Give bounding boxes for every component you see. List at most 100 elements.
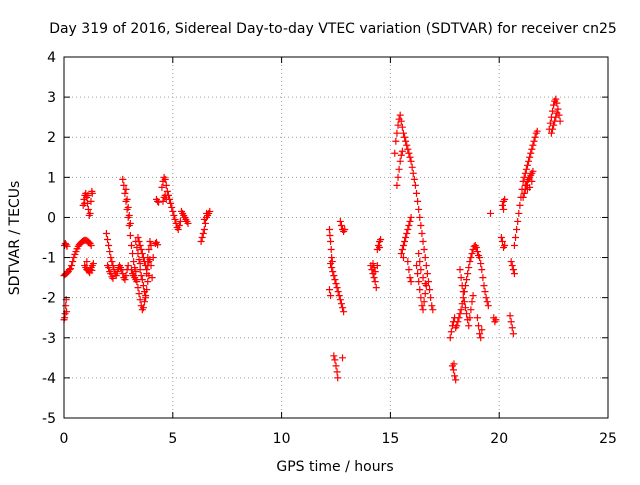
data-point [466,314,474,322]
data-point [457,274,465,282]
data-point [392,137,400,145]
data-point [417,294,425,302]
data-point [125,211,133,219]
data-point [325,225,333,233]
data-point [513,225,521,233]
x-tick-label: 15 [381,431,399,447]
data-point [105,242,113,250]
data-point [136,266,144,274]
data-point [492,316,500,324]
data-point [391,149,399,157]
data-point [137,272,145,280]
data-point [141,298,149,306]
data-point [529,141,537,149]
data-point [404,145,412,153]
data-point [486,209,494,217]
data-point [105,264,113,272]
data-point [422,262,430,270]
data-point [476,330,484,338]
y-tick-label: 4 [47,50,56,66]
data-point [418,302,426,310]
y-tick-label: 0 [47,210,56,226]
data-point [483,298,491,306]
data-point [169,207,177,215]
data-point [510,242,518,250]
data-point [170,211,178,219]
data-point [398,147,406,155]
data-point [197,238,205,246]
data-point [428,302,436,310]
data-point [450,366,458,374]
data-point [399,129,407,137]
data-point [108,258,116,266]
data-point [547,129,555,137]
y-tick-label: -4 [42,371,56,387]
data-point [465,322,473,330]
data-point [88,189,96,197]
data-point [481,288,489,296]
data-point [475,322,483,330]
data-point [529,167,537,175]
data-point [468,250,476,258]
data-point [161,191,169,199]
plot-frame [63,56,609,419]
data-point [456,310,464,318]
data-point [419,306,427,314]
data-point [413,189,421,197]
data-point [65,266,73,274]
data-point [200,215,208,223]
data-point [162,195,170,203]
data-point [469,292,477,300]
data-point [134,250,142,258]
data-point [456,266,464,274]
data-point [135,256,143,264]
data-point [396,157,404,165]
data-point [446,334,454,342]
data-point [126,219,134,227]
data-point [394,173,402,181]
data-point [123,195,131,203]
data-point [402,137,410,145]
data-point [371,278,379,286]
data-point [146,238,154,246]
data-point [406,217,414,225]
data-point [122,272,130,280]
data-point [396,111,404,119]
data-point [124,203,132,211]
data-point [497,234,505,241]
y-tick-label: -1 [42,251,56,267]
data-point [88,266,96,274]
data-point [158,183,166,191]
data-point [134,284,142,292]
data-point [330,352,338,360]
data-point [377,236,385,244]
data-point [161,175,169,183]
data-point [404,258,412,266]
data-point [473,248,481,256]
data-point [410,175,418,183]
data-point [459,294,467,302]
data-point [457,306,465,314]
x-tick-label: 25 [599,431,617,447]
data-point [408,163,416,171]
data-point [126,231,134,239]
data-point [336,217,344,225]
data-point [335,292,343,300]
data-point [89,260,97,268]
data-point [369,260,377,268]
data-point [339,354,347,362]
data-point [501,195,509,203]
data-point [507,318,515,326]
data-point [526,153,534,161]
data-point [130,258,138,266]
data-point [147,262,155,270]
data-point [525,157,533,165]
data-point [62,302,70,310]
data-point [122,185,130,193]
data-point [460,298,468,306]
x-tick-label: 20 [490,431,508,447]
data-point [333,368,341,376]
